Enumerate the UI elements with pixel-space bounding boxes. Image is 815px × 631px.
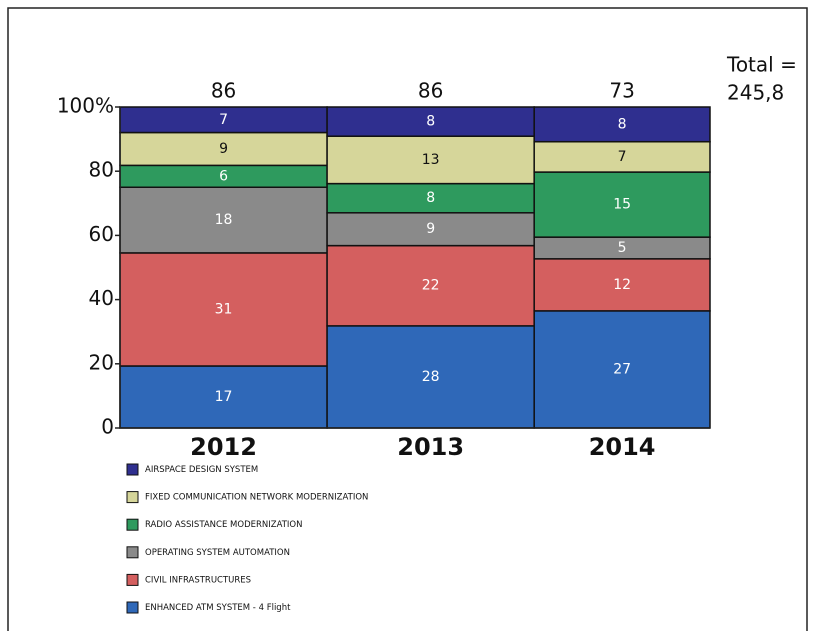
legend-swatch (126, 601, 139, 614)
value-label: 8 (426, 114, 435, 130)
value-label: 28 (422, 369, 440, 385)
value-label: 18 (215, 212, 233, 228)
column-total: 86 (418, 79, 443, 103)
bar-segment (326, 325, 535, 429)
value-label: 6 (219, 168, 228, 184)
column-total: 73 (609, 79, 634, 103)
value-label: 27 (613, 361, 631, 377)
legend-label: ENHANCED ATM SYSTEM - 4 Flight (145, 603, 291, 613)
bar-segment (326, 212, 535, 247)
bar-segment (119, 186, 328, 254)
bar-segment (533, 171, 711, 238)
bar-segment (326, 135, 535, 185)
value-label: 31 (215, 301, 233, 317)
value-label: 17 (215, 389, 233, 405)
y-tick-label: 40 (89, 286, 114, 310)
value-label: 7 (219, 112, 228, 128)
column-total: 86 (211, 79, 236, 103)
bar-segment (533, 310, 711, 429)
bar-segment (533, 258, 711, 312)
y-tick-label: 0 (101, 415, 114, 439)
legend-swatch (126, 573, 139, 586)
total-label: Total = (726, 53, 797, 77)
legend-label: RADIO ASSISTANCE MODERNIZATION (145, 520, 302, 530)
legend-label: OPERATING SYSTEM AUTOMATION (145, 548, 290, 558)
value-label: 5 (618, 240, 627, 256)
y-tick-label: 60 (89, 222, 114, 246)
x-tick-label: 2012 (190, 433, 257, 461)
bar-segment (533, 106, 711, 143)
bar-segment (119, 252, 328, 367)
x-tick-label: 2014 (589, 433, 656, 461)
value-label: 15 (613, 197, 631, 213)
x-tick-label: 2013 (397, 433, 464, 461)
legend-swatch (126, 491, 139, 504)
frame (7, 7, 808, 631)
bar-segment (326, 182, 535, 214)
y-tick-label: 80 (89, 158, 114, 182)
value-label: 9 (426, 221, 435, 237)
value-label: 8 (426, 190, 435, 206)
y-tick-label: 20 (89, 350, 114, 374)
value-label: 22 (422, 278, 440, 294)
bar-segment (326, 244, 535, 327)
bar-segment (533, 140, 711, 173)
value-label: 8 (618, 116, 627, 132)
value-label: 12 (613, 277, 631, 293)
total-value: 245,8 (727, 81, 784, 105)
value-label: 13 (422, 152, 440, 168)
legend-label: AIRSPACE DESIGN SYSTEM (145, 465, 258, 475)
legend-swatch (126, 546, 139, 559)
y-tick-label: 100% (57, 94, 114, 118)
value-label: 7 (618, 149, 627, 165)
legend-label: FIXED COMMUNICATION NETWORK MODERNIZATIO… (145, 493, 368, 503)
bar-segment (326, 106, 535, 137)
legend-swatch (126, 463, 139, 476)
value-label: 9 (219, 141, 228, 157)
legend-label: CIVIL INFRASTRUCTURES (145, 575, 251, 585)
legend-swatch (126, 518, 139, 531)
